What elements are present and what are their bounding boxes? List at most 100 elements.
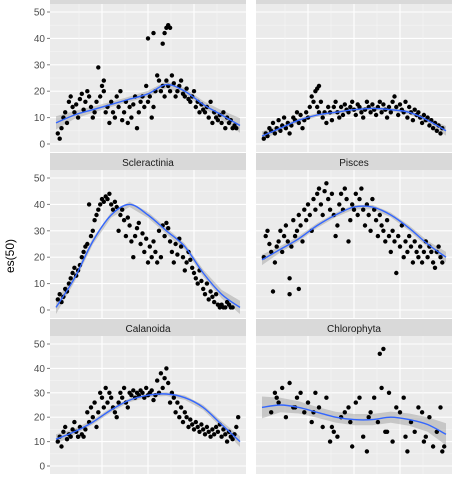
data-point [281,115,287,120]
data-point [195,281,200,286]
data-point [397,410,403,415]
data-point [155,260,160,265]
data-point [370,196,375,202]
data-point [83,427,88,432]
y-tick-label: 30 [34,226,46,237]
data-point [412,107,417,112]
y-tick-label: 10 [34,437,46,448]
data-point [151,104,156,110]
data-point [283,126,289,131]
data-point [92,400,97,405]
data-point [127,104,132,110]
data-point [337,115,342,120]
data-point [364,99,370,105]
data-point [276,400,281,405]
data-point [294,395,300,400]
data-point [324,120,329,126]
data-point [68,434,73,439]
data-point [94,99,99,105]
data-point [160,385,165,391]
data-point [350,99,355,105]
data-point [140,231,145,236]
data-point [438,255,443,260]
data-point [434,128,439,133]
data-point [384,429,390,434]
y-tick-label: 50 [34,174,46,185]
facet-strip [50,153,246,170]
y-tick-label: 40 [34,200,46,211]
data-point [188,257,193,262]
data-point [72,265,77,270]
data-point [188,417,193,422]
data-point [103,385,108,391]
data-point [337,202,342,207]
data-point [357,196,362,202]
data-point [296,120,301,126]
data-point [390,228,395,233]
data-point [199,422,204,427]
data-point [191,270,197,276]
data-point [366,212,371,218]
data-point [432,265,438,270]
data-point [121,385,127,391]
data-point [70,427,75,432]
data-point [129,239,134,244]
data-point [59,444,64,449]
data-point [144,236,149,241]
data-point [144,385,149,391]
data-point [373,112,379,118]
data-point [83,99,88,105]
data-point [384,218,390,223]
data-point [390,99,395,105]
data-point [396,233,401,239]
data-point [109,395,114,400]
data-point [307,104,312,110]
data-point [132,233,138,239]
data-point [86,202,92,207]
data-point [351,207,357,212]
data-point [98,94,103,99]
data-point [202,110,208,115]
data-point [64,437,70,442]
data-point [397,244,403,249]
data-point [85,241,90,247]
data-point [85,410,90,415]
data-point [202,432,208,437]
data-point [142,104,147,110]
data-point [171,395,176,400]
data-point [353,112,358,118]
smooth-line [261,404,447,435]
data-point [407,104,412,110]
data-point [379,223,384,228]
data-point [236,415,241,420]
data-point [421,249,427,255]
data-point [197,429,202,434]
panel-1: 0 10 20 30 40 50 [34,0,246,152]
data-point [210,427,215,432]
data-point [162,94,167,99]
data-point [425,255,430,260]
data-point [361,434,366,439]
data-point [166,380,171,386]
data-point [324,395,329,400]
data-point [164,220,169,226]
data-point [372,207,377,212]
data-point [223,432,228,437]
data-point [186,424,191,430]
data-point [155,378,160,383]
data-point [346,239,351,244]
data-point [156,78,162,83]
data-point [213,292,219,297]
data-point [88,405,94,410]
data-point [283,223,289,228]
data-point [88,233,94,239]
data-point [57,292,62,297]
data-point [368,110,373,115]
y-tick-label: 20 [34,413,46,424]
data-point [438,131,443,136]
data-point [70,104,75,110]
y-tick-label: 50 [34,340,46,351]
data-point [204,424,210,430]
data-point [155,73,160,78]
data-point [281,233,287,239]
